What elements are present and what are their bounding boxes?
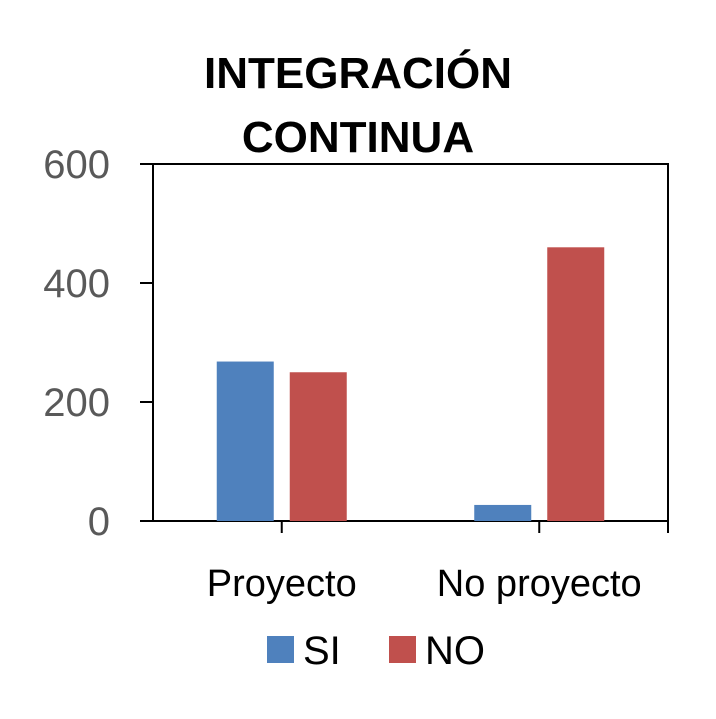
bar-si-no-proyecto — [474, 504, 532, 521]
x-category-label: Proyecto — [207, 563, 357, 605]
legend: SI NO — [267, 629, 485, 673]
x-category-label: No proyecto — [437, 563, 642, 605]
y-tick-label: 400 — [43, 262, 110, 306]
y-tick-label: 600 — [43, 143, 110, 187]
y-axis-ticks: 0 200 400 600 — [43, 143, 153, 544]
bar-si-proyecto — [216, 361, 274, 521]
bar-no-proyecto — [289, 372, 347, 521]
legend-label-si: SI — [303, 629, 341, 673]
chart-title-line-1: INTEGRACIÓN — [204, 48, 512, 98]
bars — [216, 247, 605, 522]
bar-no-no-proyecto — [547, 247, 605, 522]
legend-swatch-si — [267, 636, 294, 663]
legend-label-no: NO — [425, 629, 485, 673]
legend-swatch-no — [389, 636, 416, 663]
x-axis-categories: Proyecto No proyecto — [207, 521, 669, 605]
chart-title-line-2: CONTINUA — [242, 113, 474, 162]
y-tick-label: 0 — [88, 500, 110, 544]
y-tick-label: 200 — [43, 381, 110, 425]
